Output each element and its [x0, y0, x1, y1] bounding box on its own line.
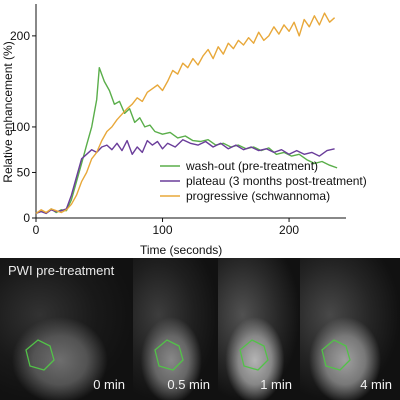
mri-image-strip: 4 min 1 min 0.5 min 0 min PWI pre-treatment [0, 258, 400, 400]
time-label: 0 min [93, 377, 125, 392]
y-tick-label: 100 [10, 120, 30, 134]
legend-label: wash-out (pre-treatment) [185, 159, 318, 173]
y-axis: 0 50 100 200 [10, 4, 37, 225]
x-axis: 0 100 200 [33, 217, 346, 237]
legend-label: plateau (3 months post-treatment) [186, 174, 367, 188]
mri-panel: 0.5 min [133, 258, 218, 400]
roi-outline [25, 339, 55, 371]
time-label: 0.5 min [167, 377, 210, 392]
y-axis-title: Relative enhancement (%) [1, 41, 15, 182]
time-label: 4 min [360, 377, 392, 392]
x-axis-title: Time (seconds) [140, 243, 222, 257]
roi-outline [239, 339, 269, 371]
roi-outline [321, 339, 351, 371]
y-tick-label: 200 [10, 29, 30, 43]
mri-panel: 1 min [218, 258, 300, 400]
series-line-0 [35, 66, 338, 215]
mri-panel: 4 min [300, 258, 400, 400]
mri-panel: 0 min [0, 258, 133, 400]
enhancement-chart: 0 50 100 200 0 100 200 Time (seconds) Relativ… [1, 4, 367, 257]
series-line-2 [35, 12, 336, 214]
y-tick-label: 50 [17, 165, 31, 179]
roi-outline [154, 339, 184, 371]
strip-caption: PWI pre-treatment [8, 263, 115, 278]
series-line-1 [35, 138, 335, 215]
legend: wash-out (pre-treatment)plateau (3 month… [160, 159, 367, 203]
x-tick-label: 100 [153, 223, 173, 237]
x-tick-label: 0 [33, 223, 40, 237]
x-tick-label: 200 [279, 223, 299, 237]
series-lines [35, 12, 338, 215]
legend-label: progressive (schwannoma) [186, 189, 330, 203]
time-label: 1 min [260, 377, 292, 392]
y-tick-label: 0 [23, 211, 30, 225]
